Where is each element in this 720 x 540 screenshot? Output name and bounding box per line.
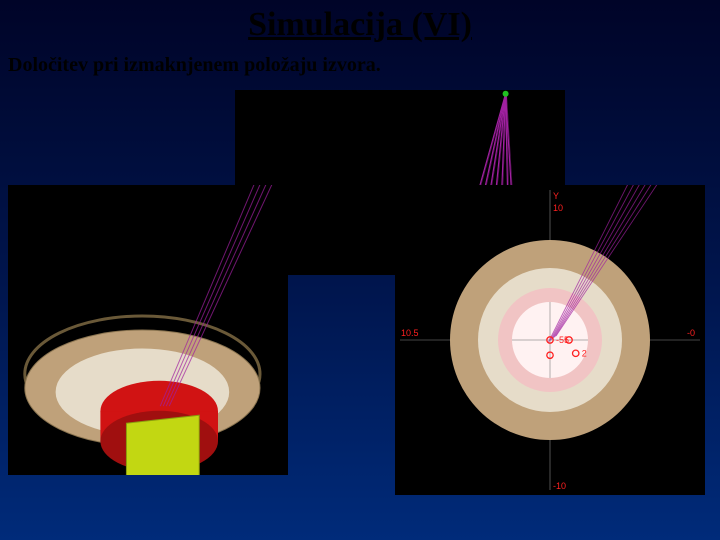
svg-text:Y: Y: [553, 191, 559, 201]
svg-text:-10: -10: [553, 481, 566, 491]
svg-text:10.5: 10.5: [401, 328, 419, 338]
svg-text:-0: -0: [687, 328, 695, 338]
slide-title: Simulacija (VI): [0, 6, 720, 44]
svg-text:10: 10: [553, 203, 563, 213]
panel-3d-view: [8, 185, 288, 475]
svg-text:2: 2: [582, 348, 587, 358]
detector-3d: [8, 185, 288, 475]
svg-text:-55: -55: [556, 335, 569, 345]
panel-front-view: -55 2 Y 10 -10 10.5 -0: [395, 185, 705, 495]
detector-front: -55 2 Y 10 -10 10.5 -0: [395, 185, 705, 495]
slide-subtitle: Določitev pri izmaknjenem položaju izvor…: [8, 54, 381, 77]
slide: Simulacija (VI) Določitev pri izmaknjene…: [0, 0, 720, 540]
